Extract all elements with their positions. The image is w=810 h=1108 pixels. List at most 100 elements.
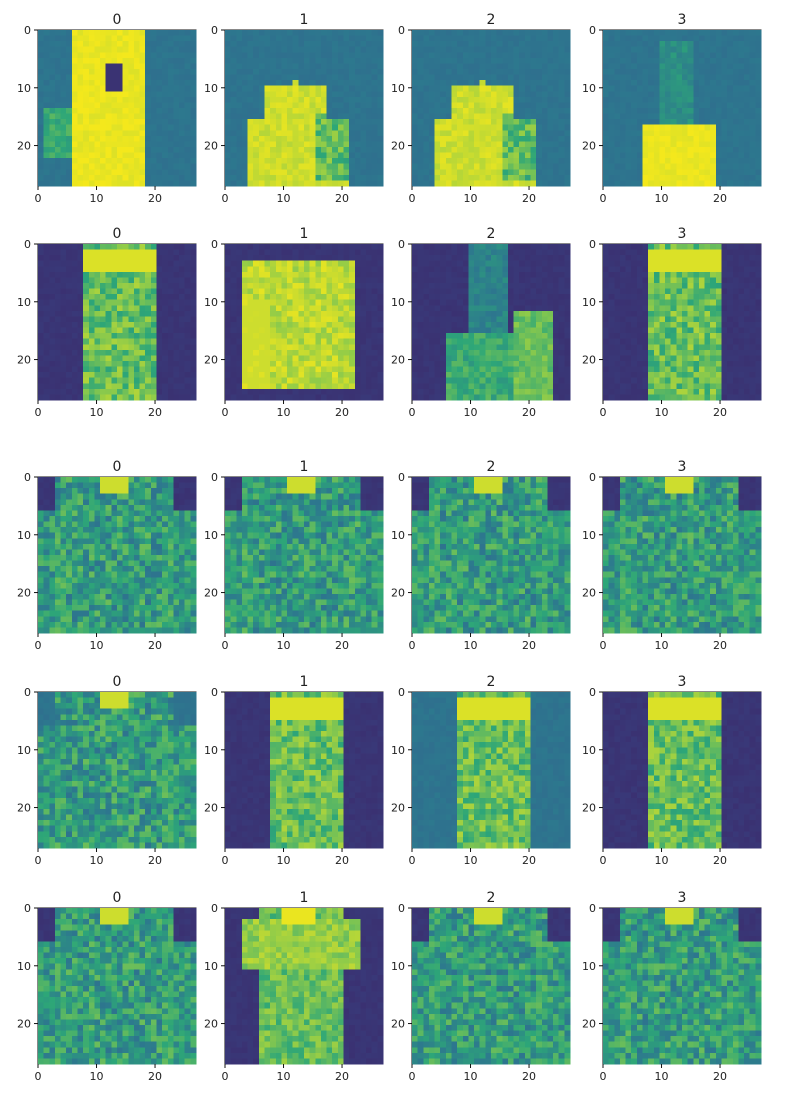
- heatmap-cell: [241, 147, 248, 153]
- heatmap-cell: [749, 69, 756, 75]
- heatmap-cell: [337, 355, 344, 362]
- heatmap-cell: [49, 169, 56, 176]
- heatmap-cell: [281, 147, 288, 153]
- heatmap-cell: [298, 260, 305, 267]
- heatmap-cell: [49, 80, 56, 87]
- heatmap-cell: [349, 249, 356, 256]
- heatmap-cell: [417, 255, 424, 262]
- heatmap-cell: [428, 260, 435, 267]
- heatmap-cell: [179, 135, 186, 142]
- heatmap-cell: [190, 108, 197, 114]
- heatmap-cell: [710, 63, 717, 70]
- heatmap-cell: [83, 394, 90, 401]
- heatmap-cell: [530, 158, 537, 165]
- heatmap-cell: [38, 163, 44, 170]
- heatmap-cell: [343, 394, 350, 401]
- heatmap-cell: [304, 255, 310, 262]
- heatmap-cell: [139, 46, 146, 53]
- heatmap-cell: [150, 355, 157, 362]
- heatmap-cell: [337, 174, 344, 181]
- heatmap-cell: [247, 91, 254, 98]
- heatmap-cell: [732, 141, 739, 148]
- heatmap-cell: [111, 147, 118, 153]
- heatmap-cell: [428, 108, 435, 114]
- heatmap-cell: [230, 74, 237, 81]
- heatmap-cell: [247, 244, 254, 250]
- heatmap-cell: [614, 141, 621, 148]
- heatmap-cell: [653, 30, 660, 36]
- heatmap-cell: [253, 266, 260, 273]
- heatmap-cell: [309, 244, 316, 250]
- heatmap-cell: [150, 63, 157, 70]
- heatmap-cell: [225, 80, 231, 87]
- heatmap-cell: [715, 46, 722, 53]
- heatmap-cell: [71, 366, 78, 373]
- heatmap-cell: [122, 41, 129, 48]
- heatmap-cell: [326, 69, 333, 75]
- heatmap-cell: [315, 141, 322, 148]
- heatmap-cell: [710, 108, 717, 114]
- heatmap-cell: [642, 174, 649, 181]
- heatmap-cell: [236, 310, 243, 317]
- heatmap-cell: [371, 158, 378, 165]
- heatmap-cell: [54, 388, 61, 395]
- heatmap-cell: [744, 141, 751, 148]
- heatmap-cell: [253, 349, 260, 356]
- heatmap-cell: [553, 135, 560, 142]
- heatmap-cell: [721, 124, 728, 131]
- heatmap-cell: [281, 277, 288, 284]
- heatmap-cell: [60, 355, 67, 362]
- heatmap-cell: [326, 135, 333, 142]
- heatmap-cell: [54, 355, 61, 362]
- heatmap-cell: [564, 46, 571, 53]
- heatmap-cell: [264, 366, 271, 373]
- heatmap-cell: [366, 305, 373, 312]
- heatmap-cell: [66, 377, 73, 384]
- heatmap-cell: [360, 124, 367, 131]
- heatmap-cell: [608, 147, 615, 153]
- heatmap-cell: [507, 96, 514, 103]
- heatmap-cell: [139, 355, 146, 362]
- heatmap-cell: [88, 35, 95, 42]
- heatmap-cell: [693, 108, 700, 114]
- heatmap-cell: [145, 383, 152, 390]
- heatmap-cell: [491, 46, 497, 53]
- heatmap-cell: [502, 108, 509, 114]
- heatmap-cell: [360, 91, 367, 98]
- heatmap-cell: [236, 338, 243, 345]
- heatmap-cell: [698, 57, 705, 64]
- heatmap-cell: [173, 91, 180, 98]
- heatmap-cell: [83, 372, 90, 379]
- heatmap-cell: [292, 158, 299, 165]
- heatmap-cell: [71, 57, 78, 64]
- heatmap-cell: [38, 288, 44, 295]
- heatmap-cell: [326, 91, 333, 98]
- heatmap-cell: [236, 344, 243, 351]
- heatmap-cell: [332, 322, 339, 328]
- heatmap-cell: [139, 130, 146, 137]
- heatmap-cell: [309, 57, 316, 64]
- heatmap-cell: [332, 244, 339, 250]
- heatmap-cell: [377, 63, 384, 70]
- heatmap-cell: [54, 310, 61, 317]
- heatmap-cell: [423, 91, 430, 98]
- heatmap-cell: [491, 63, 497, 70]
- heatmap-cell: [304, 130, 310, 137]
- heatmap-cell: [253, 277, 260, 284]
- heatmap-cell: [547, 41, 554, 48]
- heatmap-cell: [145, 316, 152, 323]
- heatmap-cell: [698, 113, 705, 120]
- heatmap-cell: [428, 63, 435, 70]
- heatmap-cell: [423, 174, 430, 181]
- heatmap-cell: [77, 316, 84, 323]
- heatmap-cell: [349, 91, 356, 98]
- heatmap-cell: [440, 119, 447, 126]
- heatmap-cell: [479, 102, 486, 109]
- heatmap-cell: [608, 119, 615, 126]
- heatmap-cell: [665, 30, 672, 36]
- heatmap-cell: [343, 41, 350, 48]
- heatmap-cell: [184, 355, 191, 362]
- heatmap-cell: [614, 96, 621, 103]
- heatmap-cell: [230, 102, 237, 109]
- heatmap-cell: [117, 388, 123, 395]
